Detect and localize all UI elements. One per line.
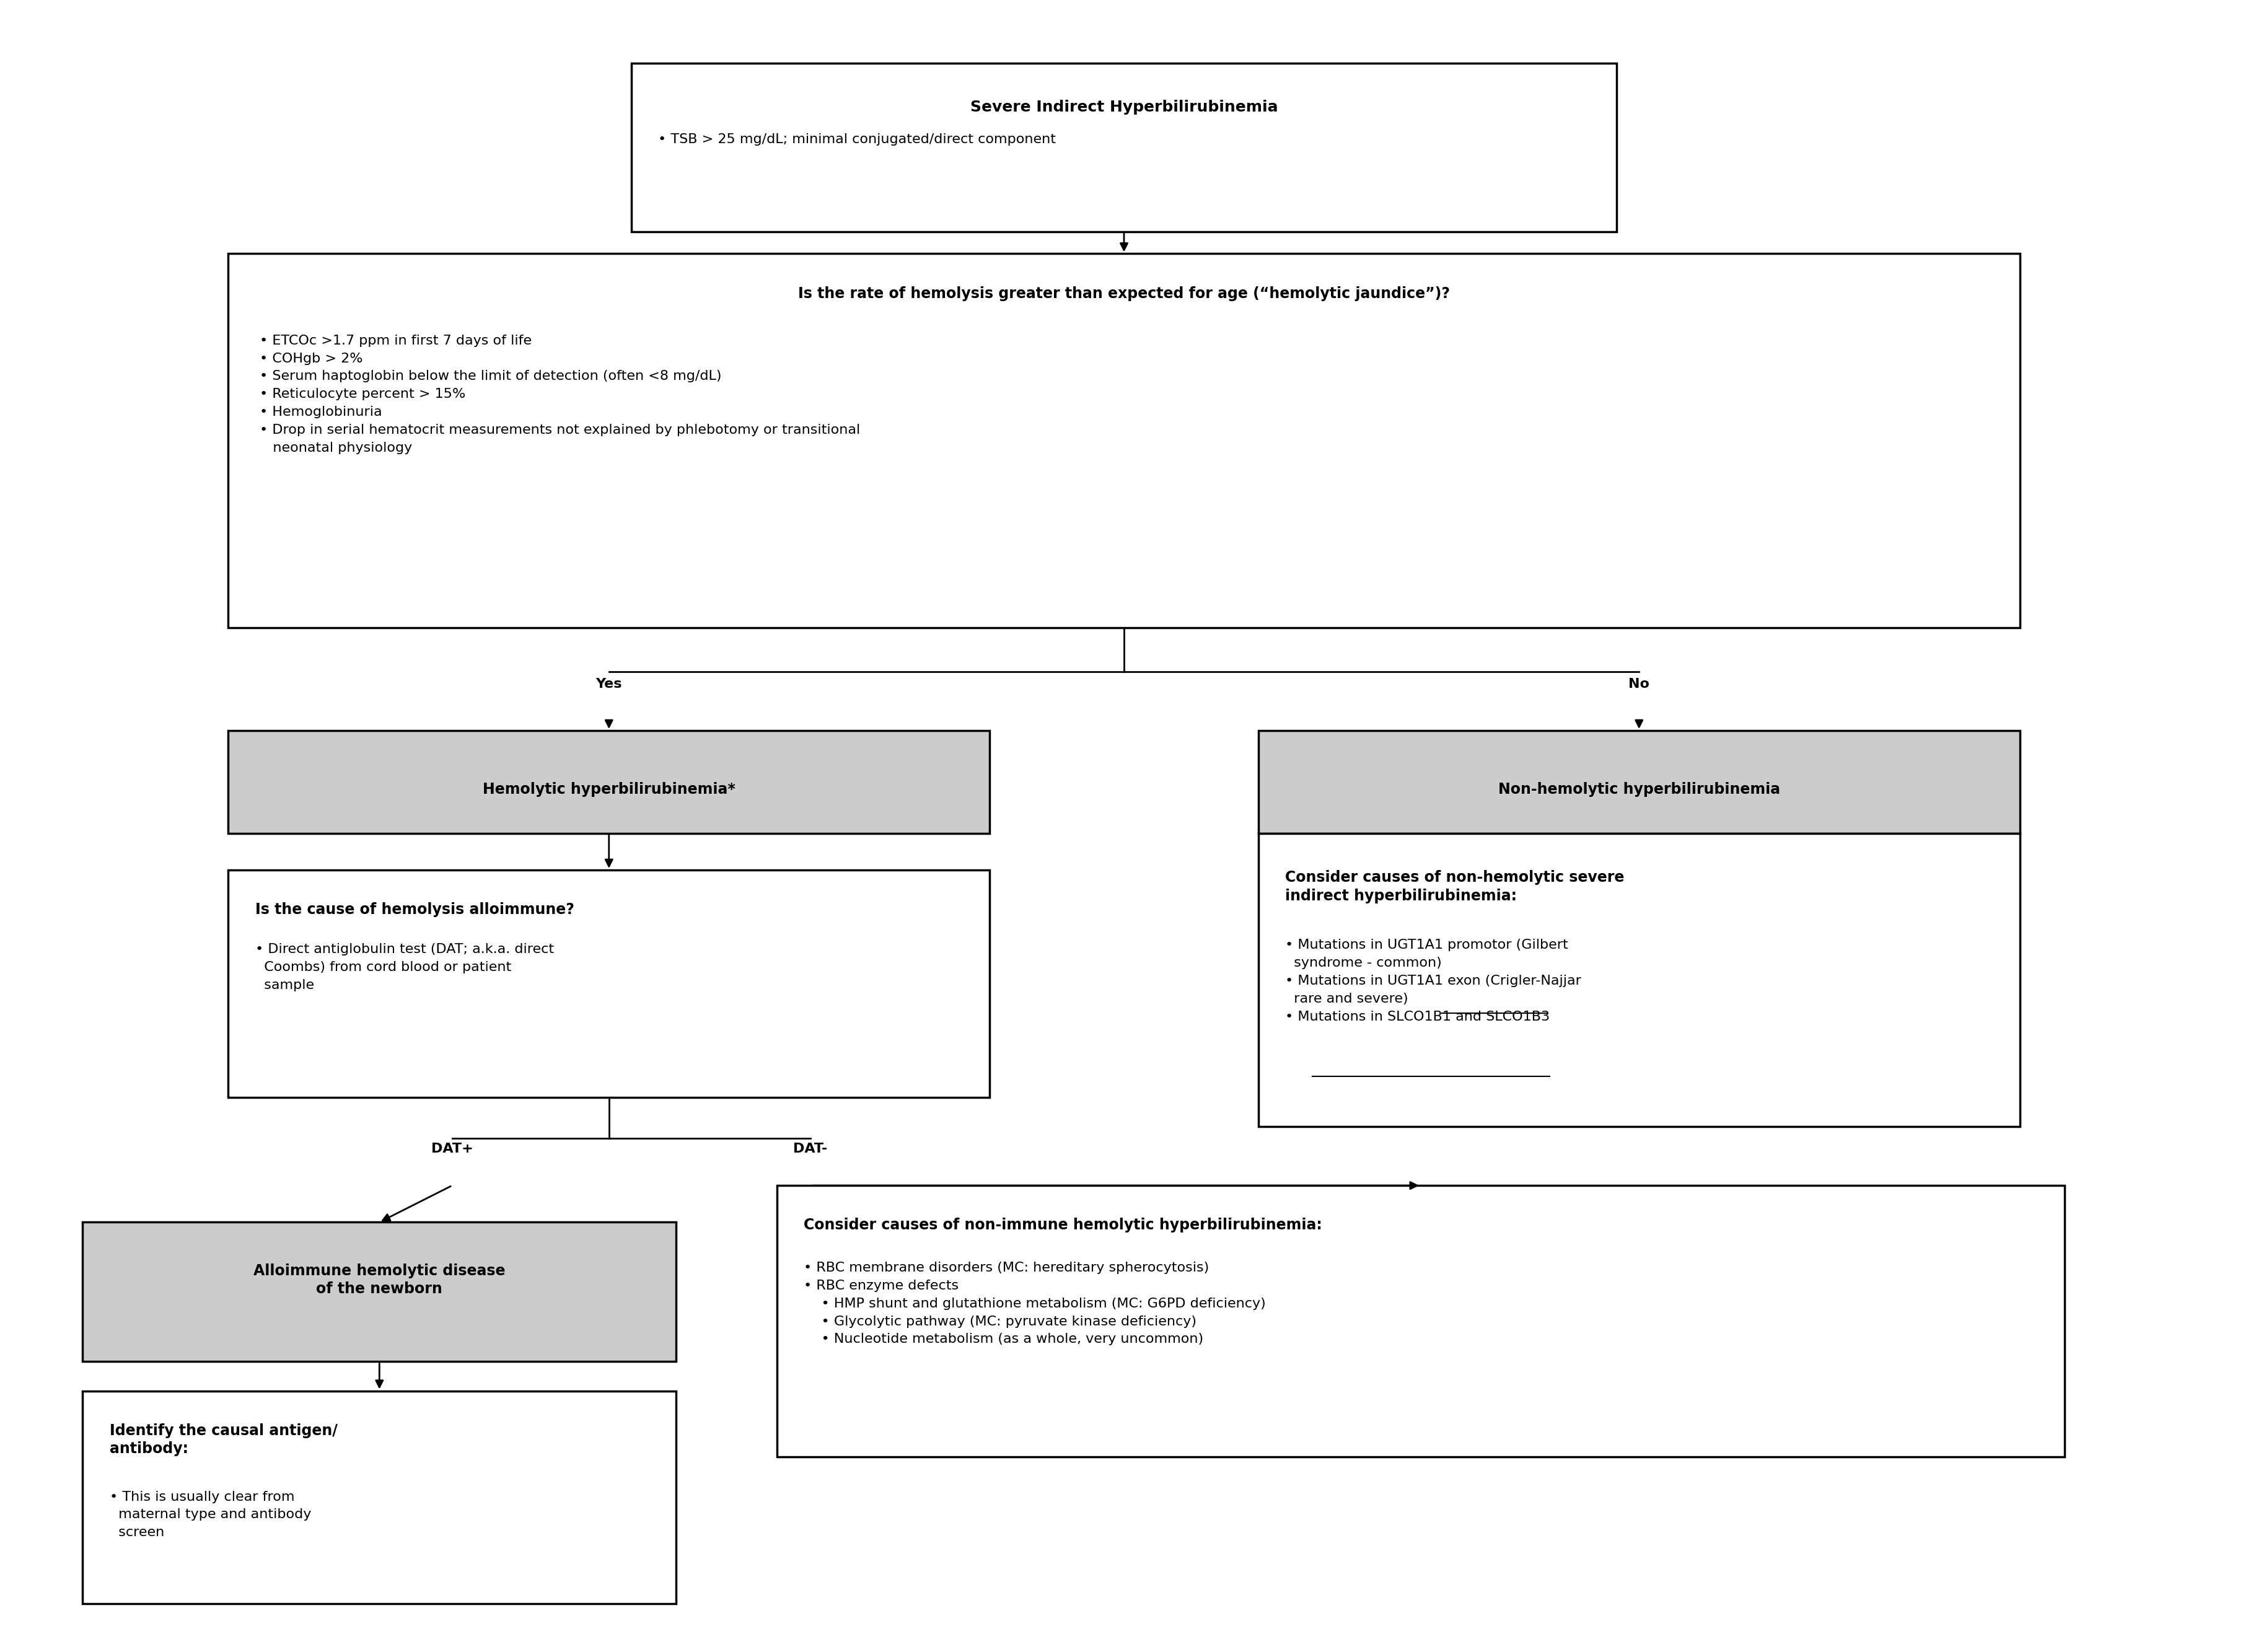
Text: Consider causes of non-hemolytic severe
indirect hyperbilirubinemia:: Consider causes of non-hemolytic severe … <box>1286 871 1625 904</box>
Text: Alloimmune hemolytic disease
of the newborn: Alloimmune hemolytic disease of the newb… <box>254 1264 506 1297</box>
Text: Is the cause of hemolysis alloimmune?: Is the cause of hemolysis alloimmune? <box>254 902 573 917</box>
Text: No: No <box>1628 677 1650 691</box>
FancyBboxPatch shape <box>83 1222 677 1361</box>
FancyBboxPatch shape <box>229 871 989 1097</box>
Text: Severe Indirect Hyperbilirubinemia: Severe Indirect Hyperbilirubinemia <box>971 99 1277 114</box>
Text: Is the rate of hemolysis greater than expected for age (“hemolytic jaundice”)?: Is the rate of hemolysis greater than ex… <box>798 286 1450 301</box>
Text: • This is usually clear from
  maternal type and antibody
  screen: • This is usually clear from maternal ty… <box>110 1490 310 1538</box>
Text: Consider causes of non-immune hemolytic hyperbilirubinemia:: Consider causes of non-immune hemolytic … <box>805 1218 1322 1232</box>
Text: DAT+: DAT+ <box>432 1143 472 1155</box>
Text: • Direct antiglobulin test (DAT; a.k.a. direct
  Coombs) from cord blood or pati: • Direct antiglobulin test (DAT; a.k.a. … <box>254 943 553 991</box>
Text: Hemolytic hyperbilirubinemia*: Hemolytic hyperbilirubinemia* <box>483 781 735 796</box>
FancyBboxPatch shape <box>229 254 2019 628</box>
Text: • RBC membrane disorders (MC: hereditary spherocytosis)
• RBC enzyme defects
   : • RBC membrane disorders (MC: hereditary… <box>805 1262 1266 1346</box>
Text: • Mutations in UGT1A1 promotor (Gilbert
  syndrome - common)
• Mutations in UGT1: • Mutations in UGT1A1 promotor (Gilbert … <box>1286 938 1580 1023</box>
FancyBboxPatch shape <box>778 1186 2064 1457</box>
FancyBboxPatch shape <box>229 730 989 833</box>
Text: DAT-: DAT- <box>794 1143 827 1155</box>
Text: Non-hemolytic hyperbilirubinemia: Non-hemolytic hyperbilirubinemia <box>1497 781 1780 796</box>
FancyBboxPatch shape <box>1259 833 2019 1127</box>
FancyBboxPatch shape <box>1259 730 2019 833</box>
Text: • ETCOc >1.7 ppm in first 7 days of life
• COHgb > 2%
• Serum haptoglobin below : • ETCOc >1.7 ppm in first 7 days of life… <box>259 334 861 454</box>
Text: Identify the causal antigen/
antibody:: Identify the causal antigen/ antibody: <box>110 1422 337 1457</box>
Text: Yes: Yes <box>596 677 623 691</box>
FancyBboxPatch shape <box>632 63 1616 231</box>
Text: • TSB > 25 mg/dL; minimal conjugated/direct component: • TSB > 25 mg/dL; minimal conjugated/dir… <box>659 134 1057 145</box>
FancyBboxPatch shape <box>83 1391 677 1604</box>
